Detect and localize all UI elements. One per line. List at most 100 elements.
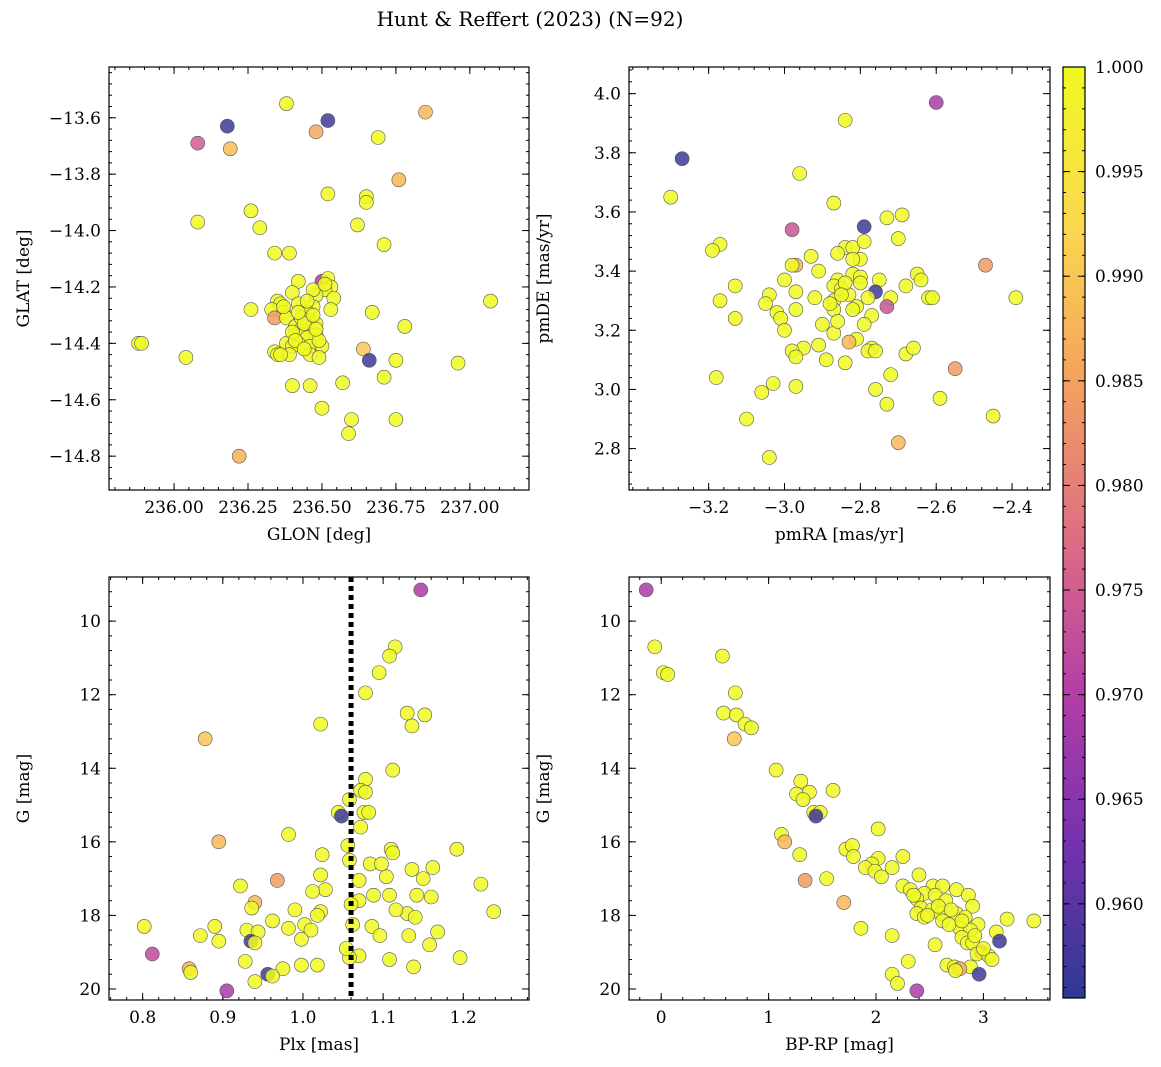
x-tick-label: −3.0 — [764, 498, 805, 518]
data-point — [660, 667, 675, 682]
data-point — [845, 251, 861, 267]
data-point — [275, 961, 291, 977]
data-point — [754, 385, 770, 400]
data-point — [795, 792, 811, 807]
data-point — [193, 928, 208, 943]
data-point — [299, 293, 315, 309]
points — [136, 582, 502, 999]
x-tick-label: 1 — [763, 1008, 774, 1028]
data-point — [883, 367, 899, 382]
data-point — [815, 317, 830, 332]
data-point — [890, 976, 905, 991]
data-point — [856, 234, 872, 249]
data-point — [243, 302, 259, 317]
data-point — [856, 317, 872, 332]
data-point — [222, 141, 238, 157]
data-point — [220, 118, 235, 134]
data-point — [777, 272, 792, 288]
colorbar-tick-label: 0.975 — [1095, 581, 1144, 601]
x-tick-label: 2 — [871, 1008, 882, 1028]
points — [131, 96, 498, 464]
data-point — [265, 968, 280, 984]
y-tick-label: 16 — [599, 833, 621, 853]
data-point — [313, 867, 328, 883]
data-point — [890, 231, 906, 246]
data-point — [376, 237, 392, 252]
data-point — [788, 379, 804, 394]
data-point — [708, 370, 724, 385]
x-tick-label: 236.25 — [218, 498, 277, 518]
y-tick-label: −14.2 — [49, 278, 101, 298]
data-point — [281, 827, 296, 842]
data-point — [853, 920, 869, 936]
data-point — [784, 257, 800, 273]
data-point — [845, 302, 861, 317]
data-point — [931, 898, 946, 914]
data-point — [729, 707, 744, 723]
data-point — [406, 959, 421, 975]
colorbar-tick-label: 0.960 — [1095, 895, 1144, 915]
data-point — [792, 847, 808, 863]
data-point — [404, 718, 420, 734]
data-point — [341, 426, 356, 441]
data-point — [452, 950, 468, 966]
data-point — [450, 355, 466, 371]
data-point — [927, 937, 943, 953]
data-point — [287, 902, 303, 918]
data-point — [868, 343, 883, 359]
data-point — [884, 928, 900, 943]
data-point — [418, 104, 433, 120]
data-point — [947, 361, 963, 377]
data-point — [1026, 913, 1042, 929]
data-point — [358, 685, 373, 701]
y-tick-label: 2.8 — [594, 440, 621, 460]
data-point — [388, 902, 404, 918]
data-point — [311, 350, 327, 365]
data-point — [971, 966, 987, 982]
y-tick-label: −13.8 — [49, 165, 101, 185]
data-point — [178, 350, 194, 365]
data-point — [807, 290, 823, 306]
data-point — [879, 299, 895, 314]
data-point — [874, 869, 889, 885]
data-point — [305, 282, 321, 298]
data-point — [190, 135, 206, 151]
data-point — [853, 275, 868, 291]
panel-sky: 236.00 236.25 236.50 236.75 237.00 −13.6 −13.8… — [14, 66, 530, 545]
data-point — [811, 337, 826, 353]
data-point — [483, 293, 498, 309]
points — [663, 95, 1024, 465]
data-point — [407, 909, 423, 925]
data-point — [830, 314, 845, 329]
panel-proper-motion: −3.2 −3.0 −2.8 −2.6 −2.4 2.8 3.0 3.2 3.4 3.6 3.8 4.… — [534, 66, 1051, 545]
x-tick-label: 236.75 — [366, 498, 425, 518]
data-point — [310, 908, 325, 923]
data-point — [144, 946, 160, 962]
data-point — [784, 222, 800, 237]
data-point — [233, 878, 248, 894]
colorbar-tick-label: 0.985 — [1095, 372, 1144, 392]
data-point — [913, 272, 929, 288]
data-point — [320, 186, 336, 202]
data-point — [382, 952, 397, 967]
data-point — [999, 911, 1015, 927]
data-point — [768, 762, 784, 778]
data-point — [273, 347, 288, 362]
data-point — [788, 302, 804, 317]
data-point — [879, 396, 895, 412]
data-point — [992, 933, 1007, 949]
y-tick-label: 14 — [599, 759, 621, 779]
data-point — [404, 862, 420, 877]
y-tick-label: 3.4 — [594, 262, 621, 282]
data-point — [335, 375, 350, 391]
data-point — [359, 195, 374, 210]
colorbar-tick-label: 0.990 — [1095, 267, 1144, 287]
y-tick-label: 16 — [79, 833, 101, 853]
data-point — [366, 887, 381, 903]
data-point — [822, 296, 838, 311]
data-point — [409, 887, 425, 903]
data-point — [758, 296, 773, 311]
y-tick-label: 3.6 — [594, 203, 621, 223]
data-point — [211, 933, 227, 949]
x-tick-label: −3.2 — [688, 498, 729, 518]
